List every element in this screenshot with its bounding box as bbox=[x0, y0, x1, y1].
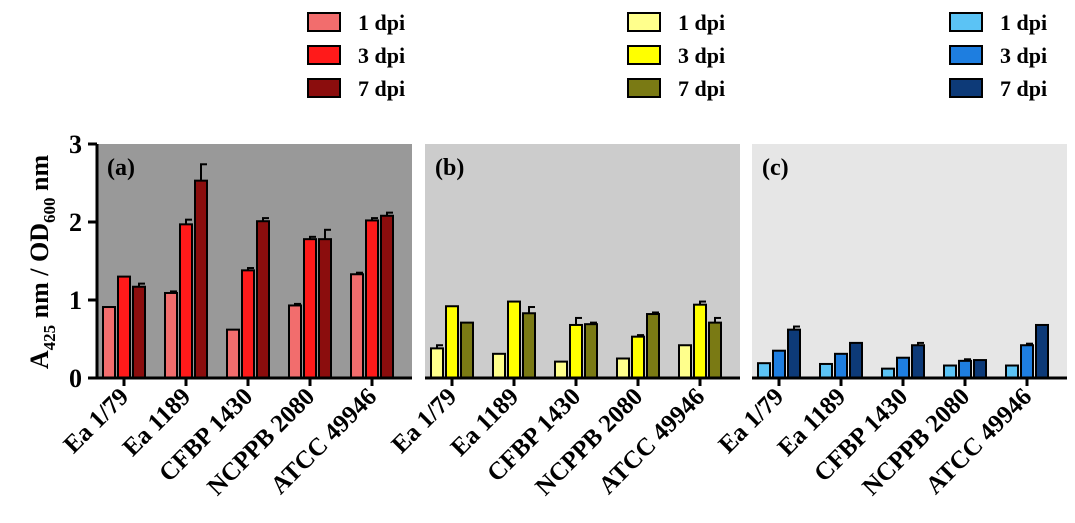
legend-swatch bbox=[949, 78, 983, 98]
legend-label: 1 dpi bbox=[358, 10, 405, 35]
legend-swatch bbox=[627, 78, 661, 98]
legend-label: 3 dpi bbox=[678, 43, 725, 68]
bar bbox=[507, 300, 521, 379]
bar bbox=[460, 321, 474, 379]
bar bbox=[117, 275, 131, 380]
y-label-part-a: A bbox=[25, 350, 54, 369]
panel-label: (c) bbox=[762, 155, 789, 181]
bar bbox=[693, 303, 707, 379]
legend-swatch bbox=[627, 45, 661, 65]
y-axis-label: A425 nm / OD600 nm bbox=[25, 155, 59, 370]
bar bbox=[834, 352, 848, 380]
panel-background bbox=[752, 144, 1067, 378]
bar bbox=[849, 341, 863, 379]
legend-1: 1 dpi 3 dpi 7 dpi bbox=[627, 10, 725, 101]
bar bbox=[1035, 323, 1049, 379]
legend-label: 7 dpi bbox=[358, 76, 405, 101]
bar bbox=[303, 238, 317, 379]
bar bbox=[569, 323, 583, 379]
panel-label: (a) bbox=[107, 155, 135, 181]
bar bbox=[179, 223, 193, 379]
bar bbox=[194, 179, 208, 379]
y-label-part-nm: nm bbox=[25, 155, 54, 198]
bar bbox=[646, 313, 660, 380]
legend-0: 1 dpi 3 dpi 7 dpi bbox=[307, 10, 405, 101]
legend-swatch bbox=[307, 12, 341, 32]
bar bbox=[554, 360, 568, 379]
bar bbox=[102, 306, 116, 379]
legend-label: 7 dpi bbox=[1000, 76, 1047, 101]
bar bbox=[492, 352, 506, 380]
bar bbox=[318, 238, 332, 379]
bar bbox=[787, 328, 801, 380]
legend-label: 3 dpi bbox=[1000, 43, 1047, 68]
bar bbox=[1020, 344, 1034, 379]
bar bbox=[1005, 364, 1019, 379]
legend-swatch bbox=[307, 78, 341, 98]
bar bbox=[380, 214, 394, 379]
bar bbox=[958, 359, 972, 379]
y-tick-label: 0 bbox=[69, 364, 82, 393]
y-tick-label: 2 bbox=[69, 208, 82, 237]
y-label-part-nm-od: nm / OD bbox=[25, 223, 54, 325]
bar bbox=[256, 220, 270, 379]
bar bbox=[365, 219, 379, 379]
bar bbox=[772, 349, 786, 380]
legend-label: 1 dpi bbox=[1000, 10, 1047, 35]
legend-label: 7 dpi bbox=[678, 76, 725, 101]
bar bbox=[943, 364, 957, 379]
legend-swatch bbox=[307, 45, 341, 65]
bar bbox=[164, 291, 178, 380]
y-tick-label: 3 bbox=[69, 130, 82, 159]
bar bbox=[757, 362, 771, 379]
bar bbox=[288, 304, 302, 379]
bar bbox=[819, 362, 833, 379]
bar bbox=[226, 328, 240, 380]
legend-2: 1 dpi 3 dpi 7 dpi bbox=[949, 10, 1047, 101]
bar bbox=[616, 357, 630, 379]
bar bbox=[241, 269, 255, 379]
bar bbox=[678, 344, 692, 379]
bar bbox=[631, 335, 645, 380]
bar bbox=[911, 344, 925, 379]
bar bbox=[584, 323, 598, 379]
bar bbox=[973, 359, 987, 379]
y-axis: A425 nm / OD600 nm 0 1 2 3 bbox=[25, 130, 99, 393]
bar bbox=[522, 312, 536, 380]
y-label-sub-425: 425 bbox=[40, 325, 59, 351]
legend-label: 3 dpi bbox=[358, 43, 405, 68]
bar bbox=[896, 356, 910, 380]
legend-swatch bbox=[949, 45, 983, 65]
bar bbox=[445, 305, 459, 379]
bar bbox=[350, 273, 364, 380]
y-label-sub-600: 600 bbox=[40, 198, 59, 224]
bar bbox=[708, 321, 722, 379]
legend-swatch bbox=[949, 12, 983, 32]
panel-label: (b) bbox=[435, 155, 464, 181]
bar bbox=[430, 347, 444, 379]
bar bbox=[132, 285, 146, 379]
legends: 1 dpi 3 dpi 7 dpi 1 dpi 3 dpi 7 dpi 1 dpi 3 dpi… bbox=[307, 10, 1047, 101]
y-tick-label: 1 bbox=[69, 286, 82, 315]
legend-label: 1 dpi bbox=[678, 10, 725, 35]
legend-swatch bbox=[627, 12, 661, 32]
